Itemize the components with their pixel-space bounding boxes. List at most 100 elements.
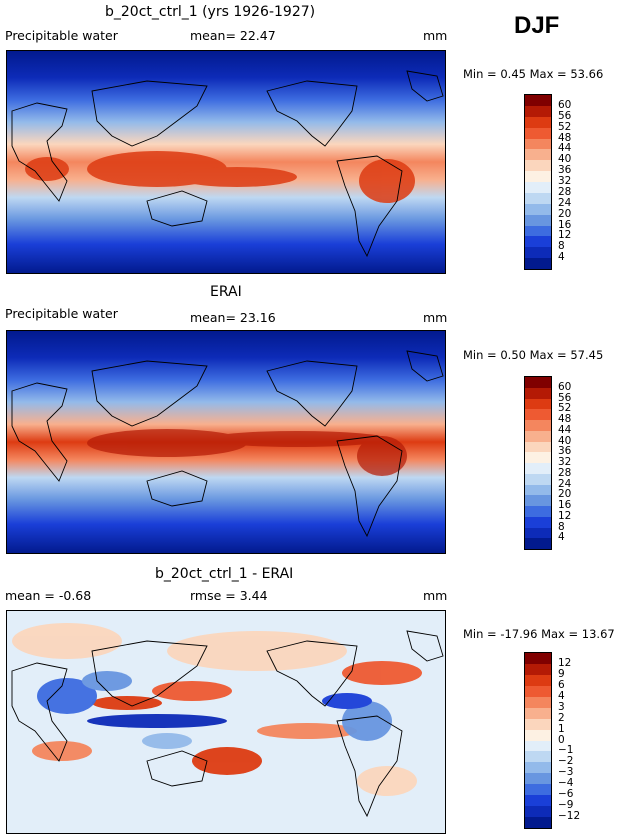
colorbar-tick-label: 44: [558, 142, 572, 155]
colorbar-segment: [525, 138, 551, 150]
mean-label: mean = -0.68: [5, 588, 92, 603]
map-erai-precipitable-water: [6, 330, 446, 554]
colorbar-segment: [525, 762, 551, 774]
colorbar-segment: [525, 718, 551, 730]
colorbar-tick-label: 0: [558, 733, 565, 746]
colorbar-segment: [525, 105, 551, 117]
continent-outlines: [11, 350, 444, 538]
map-difference: [6, 610, 446, 834]
colorbar-tick-label: 12: [558, 656, 572, 669]
colorbar-segment: [525, 795, 551, 807]
colorbar-segment: [525, 538, 551, 549]
colorbar-erai: [524, 376, 552, 550]
colorbar-segment: [525, 182, 551, 193]
colorbar-segment: [525, 398, 551, 410]
colorbar-segment: [525, 806, 551, 818]
colorbar-segment: [525, 430, 551, 442]
season-label: DJF: [514, 12, 560, 39]
colorbar-tick-label: 9: [558, 667, 565, 680]
continent-outlines: [11, 630, 444, 818]
panel-title: b_20ct_ctrl_1 - ERAI: [155, 566, 294, 582]
colorbar-tick-label: 52: [558, 402, 572, 415]
colorbar-tick-label: 32: [558, 456, 572, 468]
colorbar-tick-label: 40: [558, 434, 572, 447]
colorbar-tick-label: −12: [558, 810, 581, 823]
panel-title: ERAI: [210, 284, 242, 300]
units-label: mm: [423, 28, 448, 43]
colorbar-segment: [525, 473, 551, 485]
colorbar-segment: [525, 192, 551, 204]
units-label: mm: [423, 310, 448, 325]
colorbar-segment: [525, 203, 551, 215]
colorbar-tick-label: 60: [558, 98, 572, 111]
colorbar-tick-label: 4: [558, 251, 565, 264]
colorbar-tick-label: −2: [558, 755, 574, 768]
colorbar-tick-label: −1: [558, 744, 574, 757]
colorbar-segment: [525, 409, 551, 420]
colorbar-segment: [525, 258, 551, 269]
colorbar-segment: [525, 377, 551, 388]
colorbar-tick-label: −9: [558, 799, 574, 812]
colorbar-segment: [525, 674, 551, 686]
colorbar-segment: [525, 516, 551, 528]
colorbar-tick-label: 36: [558, 164, 572, 177]
colorbar-tick-label: 24: [558, 196, 572, 209]
colorbar-tick-label: 6: [558, 678, 565, 691]
colorbar-segment: [525, 420, 551, 431]
colorbar-tick-label: 20: [558, 207, 572, 220]
colorbar-difference: [524, 652, 552, 829]
colorbar-tick-label: 1: [558, 722, 565, 735]
colorbar-segment: [525, 653, 551, 664]
mean-label: mean= 23.16: [190, 310, 276, 325]
colorbar-segment: [525, 817, 551, 828]
continent-outlines: [11, 70, 444, 258]
colorbar-segment: [525, 171, 551, 182]
units-label: mm: [423, 588, 448, 603]
colorbar-tick-label: 56: [558, 391, 572, 404]
colorbar-segment: [525, 247, 551, 259]
colorbar-tick-label: 24: [558, 477, 572, 490]
colorbar-tick-label: 36: [558, 445, 572, 458]
colorbar-segment: [525, 127, 551, 139]
colorbar-tick-label: 16: [558, 218, 572, 231]
colorbar-tick-label: 44: [558, 423, 572, 436]
colorbar-tick-label: 8: [558, 240, 565, 253]
colorbar-segment: [525, 751, 551, 763]
colorbar-segment: [525, 729, 551, 741]
colorbar-tick-label: 16: [558, 499, 572, 511]
colorbar-tick-label: −3: [558, 766, 574, 779]
colorbar-segment: [525, 236, 551, 248]
colorbar-segment: [525, 463, 551, 474]
variable-label: Precipitable water: [5, 28, 118, 43]
colorbar-segment: [525, 225, 551, 237]
colorbar-tick-label: 8: [558, 520, 565, 533]
colorbar-segment: [525, 149, 551, 161]
warm-pool-regions: [25, 151, 415, 203]
colorbar-tick-label: 60: [558, 380, 572, 393]
colorbar-segment: [525, 506, 551, 517]
rmse-label: rmse = 3.44: [190, 588, 268, 603]
colorbar-segment: [525, 452, 551, 463]
colorbar-segment: [525, 441, 551, 453]
colorbar-segment: [525, 116, 551, 128]
colorbar-tick-label: 28: [558, 185, 572, 198]
colorbar-segment: [525, 663, 551, 675]
colorbar-tick-label: 48: [558, 413, 572, 425]
panel-title: b_20ct_ctrl_1 (yrs 1926-1927): [105, 4, 316, 20]
colorbar-segment: [525, 784, 551, 796]
colorbar-segment: [525, 773, 551, 785]
colorbar-segment: [525, 707, 551, 719]
colorbar-tick-label: −6: [558, 788, 574, 801]
colorbar-tick-label: 4: [558, 531, 565, 544]
variable-label: Precipitable water: [5, 306, 118, 321]
colorbar-tick-label: 12: [558, 509, 572, 522]
colorbar-tick-label: 56: [558, 109, 572, 122]
mean-label: mean= 22.47: [190, 28, 276, 43]
colorbar-segment: [525, 685, 551, 697]
colorbar-tick-label: 40: [558, 153, 572, 166]
colorbar-segment: [525, 387, 551, 399]
colorbar-segment: [525, 214, 551, 226]
colorbar-tick-label: 3: [558, 700, 565, 713]
colorbar-tick-label: 12: [558, 229, 572, 242]
negative-anomaly-regions: [37, 671, 392, 749]
